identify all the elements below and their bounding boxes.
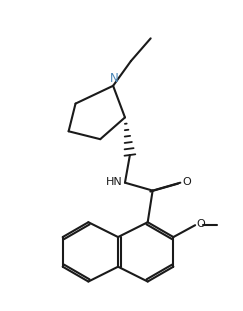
Text: O: O xyxy=(196,219,205,229)
Text: HN: HN xyxy=(106,177,123,187)
Text: N: N xyxy=(110,72,118,85)
Text: O: O xyxy=(182,177,191,187)
